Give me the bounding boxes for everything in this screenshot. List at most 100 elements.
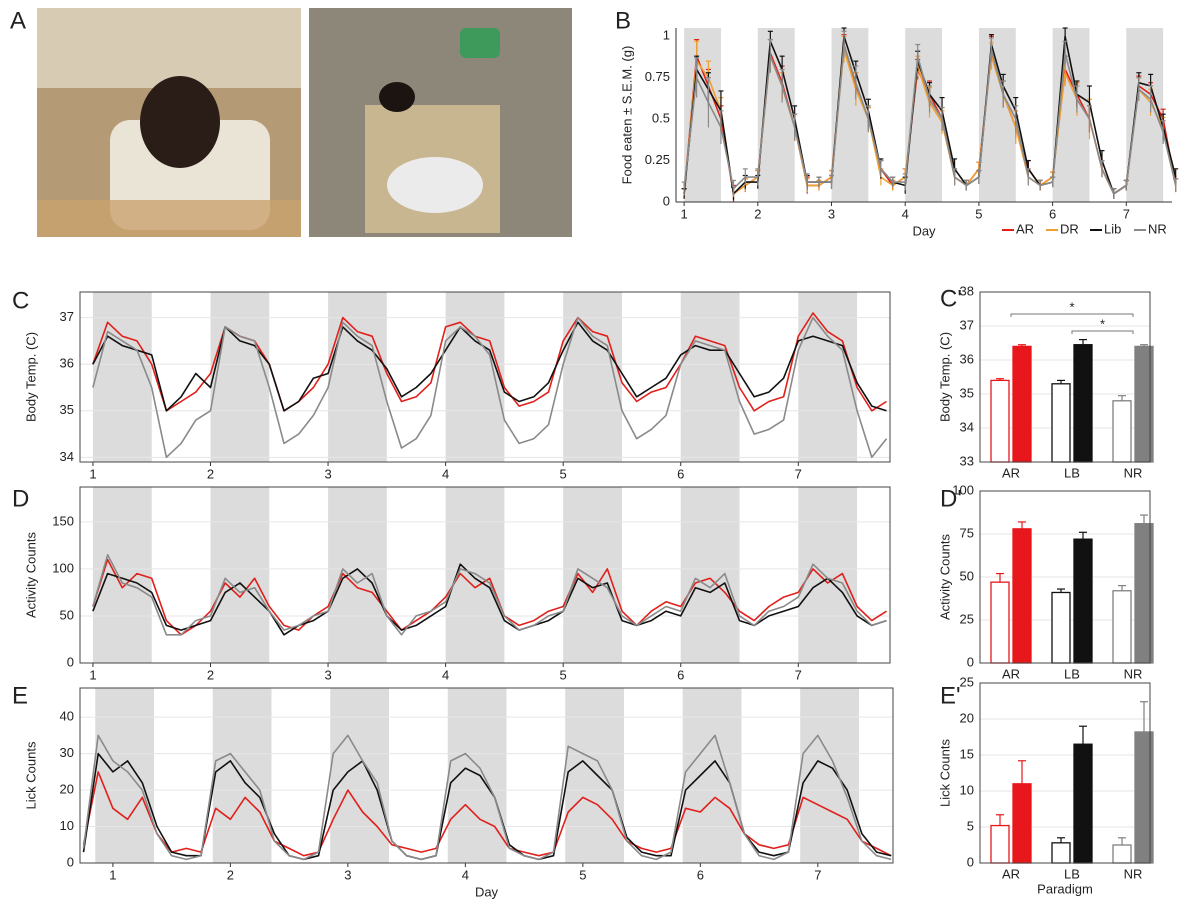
dark-period [682, 688, 742, 863]
legend-label: Lib [1104, 221, 1121, 236]
y-tick-label: 10 [960, 782, 974, 797]
y-tick-label: 35 [960, 385, 974, 400]
y-tick-label: 0 [67, 654, 74, 669]
y-tick-label: 0 [967, 854, 974, 869]
x-tick-label: AR [1002, 465, 1020, 480]
x-tick-label: 5 [560, 667, 567, 682]
bar [1012, 783, 1032, 864]
bar [1051, 842, 1071, 864]
dark-period [798, 487, 858, 663]
x-tick-label: LB [1064, 866, 1080, 881]
bar [1012, 528, 1032, 664]
y-tick-label: 10 [60, 818, 74, 833]
x-tick-label: 5 [560, 466, 567, 481]
y-tick-label: 5 [967, 818, 974, 833]
x-tick-label: 1 [89, 667, 96, 682]
panel-label: E' [940, 682, 961, 709]
plot-frame [979, 682, 1151, 864]
y-tick-label: 37 [60, 309, 74, 324]
bar [990, 824, 1010, 864]
bar [1073, 538, 1093, 664]
x-axis-label: Paradigm [1037, 881, 1093, 896]
bar [1073, 743, 1093, 864]
dark-period [680, 292, 740, 462]
y-axis-label: Food eaten ± S.E.M. (g) [619, 46, 634, 185]
panel-label: E [12, 682, 28, 709]
photo-cage-right [309, 8, 572, 237]
series-line [82, 752, 892, 861]
y-tick-label: 0.5 [652, 111, 670, 126]
x-tick-label: 2 [227, 867, 234, 882]
x-tick-label: 1 [680, 206, 687, 221]
series-line [82, 771, 892, 857]
x-tick-label: 3 [324, 466, 331, 481]
bar [1112, 844, 1132, 864]
dark-period [445, 487, 505, 663]
x-tick-label: 7 [795, 466, 802, 481]
y-tick-label: 1 [663, 28, 670, 43]
dark-period [563, 292, 622, 462]
dark-period [212, 688, 272, 863]
panel-label: C [12, 287, 29, 314]
x-tick-label: 6 [1049, 206, 1056, 221]
y-tick-label: 75 [960, 525, 974, 540]
x-tick-label: 3 [344, 867, 351, 882]
x-tick-label: 2 [754, 206, 761, 221]
y-tick-label: 0 [663, 193, 670, 208]
bar [1112, 590, 1132, 664]
x-tick-label: 6 [677, 466, 684, 481]
plot-frame [979, 490, 1151, 664]
y-tick-label: 100 [52, 560, 74, 575]
dark-period [563, 487, 622, 663]
x-tick-label: 7 [795, 667, 802, 682]
y-tick-label: 36 [60, 356, 74, 371]
x-axis-label: Day [475, 884, 499, 899]
x-tick-label: 7 [1123, 206, 1130, 221]
x-tick-label: 4 [462, 867, 469, 882]
y-tick-label: 0 [967, 654, 974, 669]
y-tick-label: 38 [960, 283, 974, 298]
bar [1012, 345, 1032, 463]
y-tick-label: 20 [960, 710, 974, 725]
y-axis-label: Body Temp. (C) [937, 332, 952, 422]
x-tick-label: 1 [109, 867, 116, 882]
series-line [92, 558, 887, 636]
x-tick-label: AR [1002, 666, 1020, 681]
x-tick-label: 2 [207, 667, 214, 682]
y-tick-label: 40 [60, 709, 74, 724]
x-tick-label: LB [1064, 465, 1080, 480]
x-tick-label: 7 [814, 867, 821, 882]
y-tick-label: 37 [960, 317, 974, 332]
y-tick-label: 100 [952, 482, 974, 497]
x-tick-label: 4 [442, 667, 449, 682]
dark-period [800, 688, 859, 863]
panel-label: D [12, 485, 29, 512]
y-tick-label: 0.75 [645, 69, 670, 84]
x-tick-label: NR [1124, 465, 1143, 480]
x-tick-label: 6 [697, 867, 704, 882]
y-axis-label: Lick Counts [23, 741, 38, 809]
x-tick-label: NR [1124, 866, 1143, 881]
x-tick-label: 4 [902, 206, 909, 221]
legend-label: AR [1016, 221, 1034, 236]
dark-period [95, 688, 155, 863]
x-tick-label: AR [1002, 866, 1020, 881]
x-tick-label: 3 [324, 667, 331, 682]
y-tick-label: 50 [960, 568, 974, 583]
dark-period [447, 688, 507, 863]
bar [990, 581, 1010, 664]
significance-bracket [1071, 330, 1134, 334]
y-tick-label: 150 [52, 513, 74, 528]
dark-period [330, 688, 389, 863]
y-tick-label: 25 [960, 674, 974, 689]
y-tick-label: 35 [60, 402, 74, 417]
y-tick-label: 15 [960, 746, 974, 761]
x-tick-label: 4 [442, 466, 449, 481]
y-tick-label: 0 [67, 854, 74, 869]
x-axis-label: Day [912, 223, 936, 238]
plot-frame [979, 291, 1151, 463]
dark-period [210, 292, 270, 462]
plot-frame [79, 486, 891, 664]
dark-period [92, 292, 152, 462]
plot-frame [79, 687, 894, 864]
